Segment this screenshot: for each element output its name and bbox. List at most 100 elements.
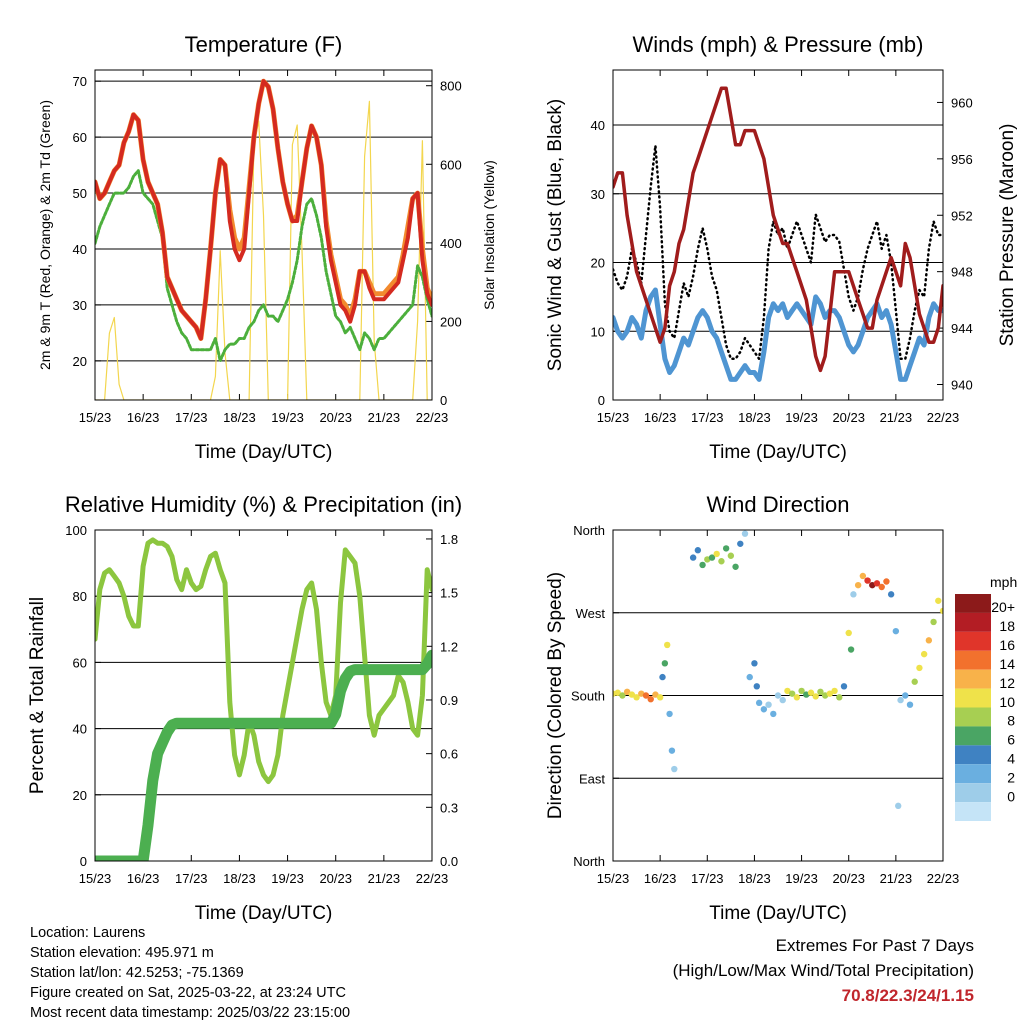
temperature-ylabel: 2m & 9m T (Red, Orange) & 2m Td (Green) xyxy=(37,100,53,370)
legend-label: 4 xyxy=(1007,751,1015,767)
direction-point xyxy=(765,701,772,708)
legend-swatch xyxy=(955,707,991,727)
winds-ytick-label: 30 xyxy=(591,187,605,202)
humidity-ytick-label: 0 xyxy=(80,854,87,869)
direction-point xyxy=(847,646,855,653)
direction-point xyxy=(737,540,744,547)
humidity-y2tick-label: 0.0 xyxy=(440,854,458,869)
humidity-xtick-label: 18/23 xyxy=(223,871,256,886)
winds-ylabel: Sonic Wind & Gust (Blue, Black) xyxy=(545,99,566,371)
direction-point xyxy=(892,627,900,635)
direction-point xyxy=(788,690,796,697)
humidity-ytick-label: 100 xyxy=(65,523,87,538)
direction-point xyxy=(854,581,862,589)
legend-label: 20+ xyxy=(991,599,1015,615)
winds-xtick-label: 18/23 xyxy=(738,410,771,425)
temperature-ytick-label: 40 xyxy=(73,242,87,257)
humidity-xtick-label: 21/23 xyxy=(368,871,401,886)
direction-xtick-label: 15/23 xyxy=(597,871,630,886)
legend-swatch xyxy=(955,594,991,613)
direction-xtick-label: 20/23 xyxy=(832,871,865,886)
direction-point xyxy=(779,696,786,704)
legend-swatch xyxy=(955,745,991,765)
humidity-title: Relative Humidity (%) & Precipitation (i… xyxy=(65,492,462,517)
humidity-y2tick-label: 1.2 xyxy=(440,639,458,654)
direction-point xyxy=(774,692,782,699)
direction-point xyxy=(916,664,923,672)
humidity-y2tick-label: 0.6 xyxy=(440,747,458,762)
temperature-ytick-label: 70 xyxy=(73,74,87,89)
direction-point xyxy=(911,678,918,685)
direction-point xyxy=(817,688,824,696)
direction-point xyxy=(784,687,791,695)
temperature-xtick-label: 22/23 xyxy=(416,410,449,425)
legend-title: mph xyxy=(990,574,1017,590)
direction-point xyxy=(939,607,943,615)
winds-y2tick-label: 956 xyxy=(951,152,973,167)
direction-point xyxy=(633,694,640,701)
direction-point xyxy=(741,530,749,537)
direction-point xyxy=(694,547,702,554)
direction-ytick-label: North xyxy=(573,854,605,869)
direction-point xyxy=(666,710,673,718)
direction-point xyxy=(873,580,881,587)
humidity-xtick-label: 17/23 xyxy=(175,871,208,886)
humidity-ytick-label: 40 xyxy=(73,722,87,737)
direction-point xyxy=(642,692,650,699)
temperature-y2tick-label: 400 xyxy=(440,236,462,251)
temperature-xtick-label: 20/23 xyxy=(319,410,352,425)
winds-y2tick-label: 948 xyxy=(951,265,973,280)
direction-point xyxy=(732,563,739,570)
temperature-y2tick-label: 800 xyxy=(440,79,462,94)
series-relative-humidity xyxy=(95,537,432,785)
legend-label: 12 xyxy=(999,675,1015,691)
winds-y2label: Station Pressure (Maroon) xyxy=(997,124,1018,347)
direction-point xyxy=(659,673,666,681)
direction-point xyxy=(798,687,805,695)
direction-xtick-label: 19/23 xyxy=(785,871,818,886)
legend-swatch xyxy=(955,726,991,746)
extremes-subtitle: (High/Low/Max Wind/Total Precipitation) xyxy=(672,961,974,980)
series-2m-t xyxy=(95,79,432,341)
direction-point xyxy=(878,583,885,591)
temperature-xtick-label: 15/23 xyxy=(79,410,112,425)
winds-y2tick-label: 952 xyxy=(951,208,973,223)
direction-point xyxy=(668,747,676,754)
direction-xtick-label: 18/23 xyxy=(738,871,771,886)
legend-label: 18 xyxy=(999,618,1015,634)
temperature-y2label: Solar Insolation (Yellow) xyxy=(481,160,497,310)
direction-point xyxy=(671,765,678,773)
winds-ytick-label: 20 xyxy=(591,256,605,271)
direction-point xyxy=(836,694,843,701)
direction-point xyxy=(895,802,902,810)
humidity-ytick-label: 80 xyxy=(73,589,87,604)
legend-swatch xyxy=(955,764,991,784)
direction-point xyxy=(753,683,760,690)
humidity-xtick-label: 22/23 xyxy=(416,871,449,886)
series-solar-insolation xyxy=(95,100,432,400)
latlon-text: Station lat/lon: 42.5253; -75.1369 xyxy=(30,965,244,981)
direction-point xyxy=(760,706,768,713)
legend-label: 2 xyxy=(1007,769,1015,785)
direction-xtick-label: 16/23 xyxy=(644,871,677,886)
direction-point xyxy=(930,618,937,626)
direction-plot-area xyxy=(613,530,943,810)
winds-frame xyxy=(612,69,944,401)
direction-point xyxy=(647,695,654,703)
station-info: Location: Laurens Station elevation: 495… xyxy=(30,923,350,1023)
legend-label: 14 xyxy=(999,656,1015,672)
winds-xlabel: Time (Day/UTC) xyxy=(709,442,847,463)
legend-swatch xyxy=(955,802,991,821)
temperature-plot-area xyxy=(95,78,432,400)
direction-point xyxy=(770,710,777,718)
temperature-xtick-label: 18/23 xyxy=(223,410,256,425)
location-text: Location: Laurens xyxy=(30,925,146,941)
temperature-ytick-label: 30 xyxy=(73,298,87,313)
extremes-values: 70.8/22.3/24/1.15 xyxy=(841,986,974,1005)
direction-ylabel: Direction (Colored By Speed) xyxy=(545,572,566,819)
extremes-box: Extremes For Past 7 Days (High/Low/Max W… xyxy=(673,933,974,1008)
direction-point xyxy=(840,683,848,690)
series-station-pressure xyxy=(613,86,943,373)
direction-point xyxy=(656,694,664,701)
